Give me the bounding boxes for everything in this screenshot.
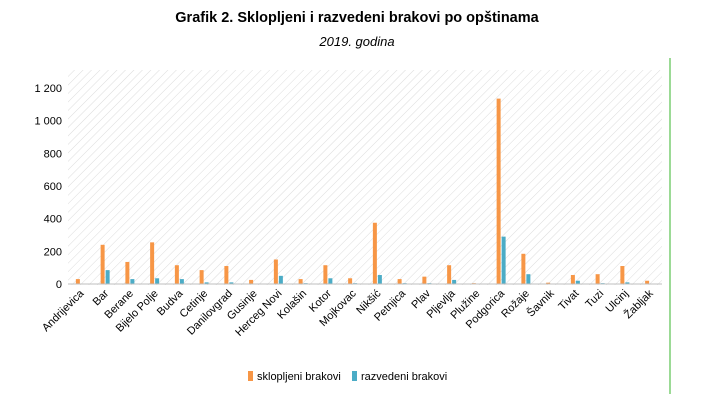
bar-sklopljeni-13 bbox=[397, 279, 402, 284]
plot-area-background bbox=[68, 70, 662, 285]
bar-razvedeni-2 bbox=[130, 279, 135, 284]
bar-sklopljeni-22 bbox=[620, 266, 625, 284]
bar-razvedeni-22 bbox=[625, 282, 630, 284]
bar-sklopljeni-8 bbox=[273, 259, 278, 284]
legend-swatch-0 bbox=[248, 371, 253, 381]
bar-sklopljeni-20 bbox=[570, 275, 575, 284]
y-tick-label: 0 bbox=[56, 279, 62, 291]
y-tick-label: 1 000 bbox=[34, 116, 62, 128]
bar-sklopljeni-4 bbox=[174, 265, 179, 284]
y-tick-label: 800 bbox=[44, 148, 62, 160]
bar-sklopljeni-11 bbox=[348, 278, 353, 284]
bar-sklopljeni-5 bbox=[199, 270, 204, 284]
bar-sklopljeni-3 bbox=[150, 242, 155, 284]
chart-subtitle: 2019. godina bbox=[319, 34, 395, 49]
bar-sklopljeni-18 bbox=[521, 253, 526, 284]
bar-sklopljeni-0 bbox=[75, 279, 80, 284]
bar-razvedeni-4 bbox=[179, 279, 184, 284]
bar-razvedeni-17 bbox=[501, 236, 506, 284]
bar-sklopljeni-21 bbox=[595, 274, 600, 284]
bar-sklopljeni-14 bbox=[422, 276, 427, 284]
bar-sklopljeni-7 bbox=[249, 279, 254, 284]
bar-sklopljeni-6 bbox=[224, 266, 229, 284]
bar-razvedeni-6 bbox=[229, 282, 234, 284]
legend-swatch-1 bbox=[352, 371, 357, 381]
legend-label-1: razvedeni brakovi bbox=[361, 371, 447, 383]
bar-sklopljeni-23 bbox=[645, 280, 650, 284]
bar-sklopljeni-19 bbox=[546, 282, 551, 284]
bar-razvedeni-3 bbox=[155, 278, 160, 284]
bar-sklopljeni-2 bbox=[125, 261, 130, 284]
bar-razvedeni-5 bbox=[204, 282, 209, 284]
bar-razvedeni-20 bbox=[575, 280, 580, 284]
bar-razvedeni-15 bbox=[452, 279, 457, 284]
x-tick-label: Šavnik bbox=[524, 287, 557, 320]
bar-sklopljeni-15 bbox=[447, 265, 452, 284]
x-tick-label: Rožaje bbox=[499, 288, 532, 321]
bar-sklopljeni-9 bbox=[298, 279, 303, 284]
bar-razvedeni-12 bbox=[377, 275, 382, 284]
x-tick-label: Andrijevica bbox=[40, 287, 87, 334]
x-tick-label: Žabljak bbox=[621, 287, 656, 322]
bar-sklopljeni-10 bbox=[323, 265, 328, 284]
x-tick-label: Tivat bbox=[556, 288, 581, 313]
chart-title: Grafik 2. Sklopljeni i razvedeni brakovi… bbox=[175, 10, 539, 26]
bar-sklopljeni-1 bbox=[100, 244, 105, 284]
bar-sklopljeni-12 bbox=[372, 222, 377, 284]
y-tick-label: 200 bbox=[44, 246, 62, 258]
bar-razvedeni-10 bbox=[328, 278, 333, 284]
x-tick-label: Bar bbox=[91, 287, 112, 308]
bar-razvedeni-18 bbox=[526, 274, 531, 284]
legend-label-0: sklopljeni brakovi bbox=[257, 371, 341, 383]
y-tick-label: 1 200 bbox=[34, 83, 62, 95]
bar-sklopljeni-17 bbox=[496, 98, 501, 284]
y-tick-label: 400 bbox=[44, 214, 62, 226]
y-tick-label: 600 bbox=[44, 181, 62, 193]
bar-razvedeni-8 bbox=[278, 275, 283, 284]
bar-razvedeni-1 bbox=[105, 270, 110, 284]
